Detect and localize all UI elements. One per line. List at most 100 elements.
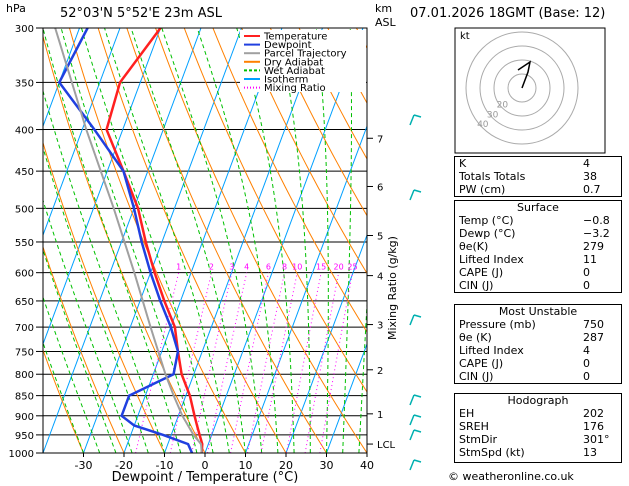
wind-barb	[409, 189, 415, 201]
mixing-ratio-line	[260, 272, 298, 453]
pressure-tick-label: 350	[15, 78, 34, 89]
table-title: Hodograph	[507, 394, 569, 407]
row-label: Lifted Index	[459, 253, 524, 266]
legend-entry: Dry Adiabat	[264, 57, 323, 68]
row-value: 301°	[583, 433, 610, 446]
table-row: Dewp (°C) −3.2	[455, 227, 621, 240]
pressure-tick-label: 450	[15, 167, 34, 178]
series-dewpoint	[57, 28, 194, 453]
most-unstable-table: Most Unstable Pressure (mb) 750 θe (K) 287 Li…	[454, 304, 622, 384]
wet-adiabat-line	[43, 146, 149, 453]
row-value: 0	[583, 370, 590, 383]
km-tick-label: 3	[377, 321, 383, 332]
pressure-tick-label: 750	[15, 347, 34, 358]
row-value: 0.7	[583, 183, 601, 196]
wet-adiabat-line	[196, 28, 279, 453]
km-tick-label: 6	[377, 182, 383, 193]
wet-adiabat-line	[43, 295, 101, 453]
mixing-ratio-label: 4	[244, 263, 249, 272]
mixing-ratio-label: 1	[176, 263, 181, 272]
wind-barb	[413, 314, 422, 318]
row-label: Temp (°C)	[459, 214, 514, 227]
dry-adiabat-line	[43, 245, 125, 453]
hodograph-ring	[479, 45, 565, 131]
wet-adiabat-line	[43, 89, 165, 453]
pressure-tick-label: 650	[15, 297, 34, 308]
wet-adiabat-line	[60, 28, 198, 453]
row-label: Pressure (mb)	[459, 318, 536, 331]
legend-entry: Isotherm	[264, 75, 308, 86]
table-row: SREH 176	[455, 420, 621, 433]
row-label: CIN (J)	[459, 279, 494, 292]
row-label: Dewp (°C)	[459, 227, 516, 240]
km-tick-label: 5	[377, 231, 383, 242]
km-tick-label: 4	[377, 272, 383, 283]
wind-barb	[409, 414, 415, 426]
wind-barb	[413, 114, 422, 118]
asl-axis-label: ASL	[375, 16, 396, 29]
isotherm-line	[43, 28, 202, 453]
table-row: CIN (J) 0	[455, 279, 621, 292]
row-label: K	[459, 157, 467, 170]
wind-barb	[409, 314, 415, 326]
wind-barb	[413, 189, 422, 193]
table-row: PW (cm) 0.7	[455, 183, 621, 196]
temp-tick-label: 10	[239, 459, 253, 472]
isotherm-line	[326, 342, 367, 453]
location-title: 52°03'N 5°52'E 23m ASL	[60, 6, 222, 21]
mixing-ratio-label: 25	[347, 263, 357, 272]
temp-tick-label: -30	[75, 459, 93, 472]
pressure-tick-label: 1000	[9, 449, 34, 460]
row-value: 11	[583, 253, 597, 266]
hodograph-ring	[465, 31, 579, 145]
wind-barb	[409, 429, 415, 441]
wet-adiabat-line	[43, 341, 84, 453]
pressure-tick-label: 850	[15, 392, 34, 403]
table-row: Pressure (mb) 750	[455, 318, 621, 331]
table-row: StmDir 301°	[455, 433, 621, 446]
isotherm-line	[164, 28, 323, 453]
table-row: Temp (°C) −0.8	[455, 214, 621, 227]
wind-barb	[409, 459, 415, 471]
legend-entry: Mixing Ratio	[264, 83, 326, 94]
pressure-tick-label: 400	[15, 126, 34, 137]
pressure-tick-label: 300	[15, 24, 34, 35]
wet-adiabat-line	[236, 28, 295, 453]
mixing-ratio-label: 3	[229, 263, 234, 272]
temp-tick-label: 40	[360, 459, 374, 472]
pressure-tick-label: 500	[15, 204, 34, 215]
wind-barb	[413, 394, 422, 398]
indices-table: K 4 Totals Totals 38 PW (cm) 0.7	[454, 156, 622, 197]
wet-adiabat-line	[80, 28, 214, 453]
row-value: 13	[583, 446, 597, 459]
km-tick-label: LCL	[377, 440, 396, 451]
legend-entry: Parcel Trajectory	[264, 49, 347, 60]
table-row: CAPE (J) 0	[455, 357, 621, 370]
mixing-ratio-axis-label: Mixing Ratio (g/kg)	[386, 236, 399, 340]
pressure-tick-label: 950	[15, 431, 34, 442]
mixing-ratio-label: 15	[316, 263, 326, 272]
dry-adiabat-line	[298, 28, 367, 160]
wet-adiabat-line	[161, 28, 263, 453]
row-label: SREH	[459, 420, 489, 433]
isotherm-line	[245, 124, 367, 453]
pressure-tick-label: 900	[15, 412, 34, 423]
isotherm-line	[123, 28, 283, 453]
row-label: StmSpd (kt)	[459, 446, 525, 459]
row-value: 4	[583, 157, 590, 170]
row-label: θe (K)	[459, 331, 492, 344]
series-temperature	[105, 28, 204, 453]
mixing-ratio-line	[286, 272, 322, 453]
table-row: StmSpd (kt) 13	[455, 446, 621, 459]
temp-tick-label: 30	[320, 459, 334, 472]
table-row: Totals Totals 38	[455, 170, 621, 183]
surface-table: Surface Temp (°C) −0.8 Dewp (°C) −3.2 θe(K) 27…	[454, 200, 622, 293]
temp-tick-label: 20	[279, 459, 293, 472]
row-value: −0.8	[583, 214, 610, 227]
table-row: CIN (J) 0	[455, 370, 621, 383]
row-label: CAPE (J)	[459, 266, 504, 279]
table-row: CAPE (J) 0	[455, 266, 621, 279]
table-row: θe (K) 287	[455, 331, 621, 344]
